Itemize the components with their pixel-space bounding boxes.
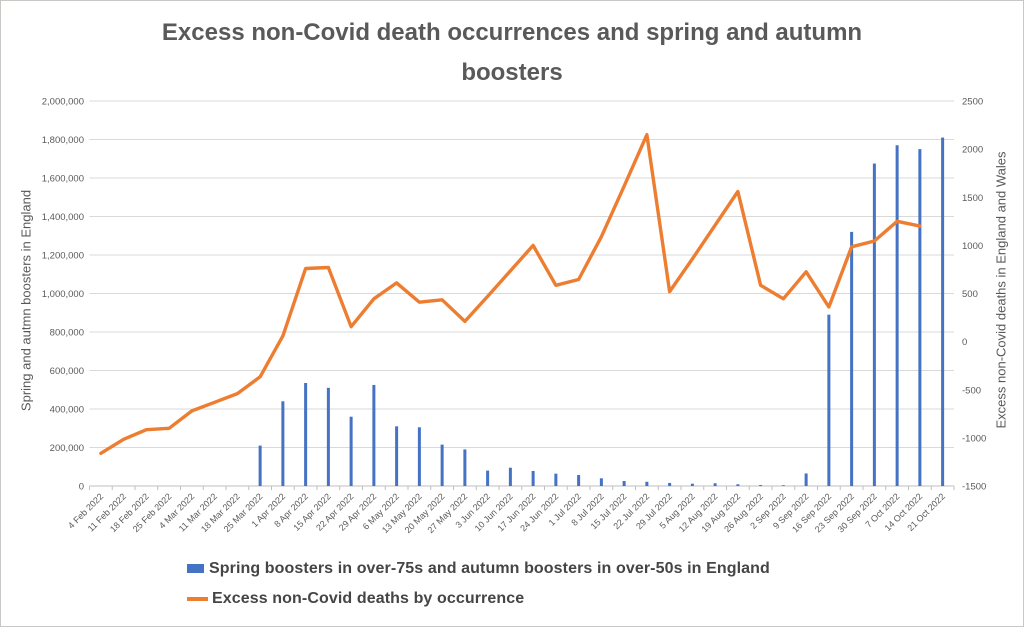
booster-bar	[918, 149, 922, 486]
x-axis	[89, 485, 955, 490]
legend-item-deaths: Excess non-Covid deaths by occurrence	[187, 589, 770, 608]
booster-bar	[486, 470, 490, 486]
deaths-line	[99, 132, 922, 455]
left-axis-tick-label: 1,200,000	[42, 251, 84, 262]
booster-bar	[850, 231, 854, 486]
booster-bar	[258, 445, 262, 486]
boosters-legend-swatch	[187, 564, 204, 573]
booster-bar	[622, 480, 626, 486]
deaths-line-series	[99, 132, 922, 455]
gridlines	[89, 100, 954, 448]
left-axis-tick-label: 400,000	[50, 405, 84, 416]
booster-bar	[872, 163, 876, 486]
right-axis-tick-label: 1000	[962, 241, 983, 252]
right-axis-tick-label: -1500	[962, 482, 986, 493]
booster-bar	[281, 401, 285, 486]
booster-bar	[349, 416, 353, 486]
right-axis-tick-label: 2500	[962, 97, 983, 108]
right-axis-labels: -1500 -1000 -500 0 500 1000 1500 2000 2500	[962, 97, 986, 493]
booster-bar	[895, 145, 899, 486]
boosters-legend-label: Spring boosters in over-75s and autumn b…	[209, 559, 770, 577]
chart-title: Excess non-Covid death occurrences and s…	[1, 13, 1023, 93]
left-axis-tick-label: 600,000	[50, 366, 84, 377]
booster-bar	[690, 483, 694, 486]
booster-bar	[554, 473, 558, 486]
right-axis-tick-label: 500	[962, 289, 978, 300]
left-axis-tick-label: 1,600,000	[42, 174, 84, 185]
booster-bar	[417, 427, 421, 486]
booster-bars	[258, 137, 945, 486]
booster-bar	[395, 426, 399, 486]
left-axis-tick-label: 0	[79, 482, 84, 493]
legend: Spring boosters in over-75s and autumn b…	[187, 559, 770, 608]
booster-bar	[531, 470, 535, 486]
booster-bar	[827, 314, 831, 486]
deaths-legend-swatch	[187, 596, 208, 601]
chart-title-text: Excess non-Covid death occurrences and s…	[161, 19, 863, 86]
booster-bar	[577, 475, 581, 486]
booster-bar	[668, 482, 672, 486]
left-axis-tick-label: 1,800,000	[42, 135, 84, 146]
right-axis-tick-label: 0	[962, 337, 967, 348]
legend-item-boosters: Spring boosters in over-75s and autumn b…	[187, 559, 770, 578]
booster-bar	[781, 485, 785, 486]
left-axis-labels: 0 200,000 400,000 600,000 800,000 1,000,000 1,…	[42, 97, 84, 493]
booster-bar	[804, 473, 808, 486]
left-axis-tick-label: 2,000,000	[42, 97, 84, 108]
left-axis-tick-label: 1,400,000	[42, 212, 84, 223]
booster-bar	[463, 449, 467, 486]
right-axis-tick-label: 2000	[962, 145, 983, 156]
booster-bar	[326, 387, 330, 486]
booster-bar	[372, 384, 376, 486]
deaths-legend-label: Excess non-Covid deaths by occurrence	[212, 589, 525, 607]
right-axis-tick-label: 1500	[962, 193, 983, 204]
left-axis-tick-label: 1,000,000	[42, 289, 84, 300]
right-axis-tick-label: -1000	[962, 433, 986, 444]
left-axis-tick-label: 800,000	[50, 328, 84, 339]
booster-bar	[440, 444, 444, 486]
booster-bar	[304, 383, 308, 486]
booster-bar	[645, 481, 649, 486]
booster-bar	[759, 485, 763, 486]
booster-bar	[736, 484, 740, 486]
booster-bar	[508, 467, 512, 486]
booster-bar	[599, 478, 603, 486]
booster-bar	[941, 137, 945, 486]
booster-bar	[713, 483, 717, 486]
right-axis-tick-label: -500	[962, 385, 981, 396]
left-axis-tick-label: 200,000	[50, 443, 84, 454]
